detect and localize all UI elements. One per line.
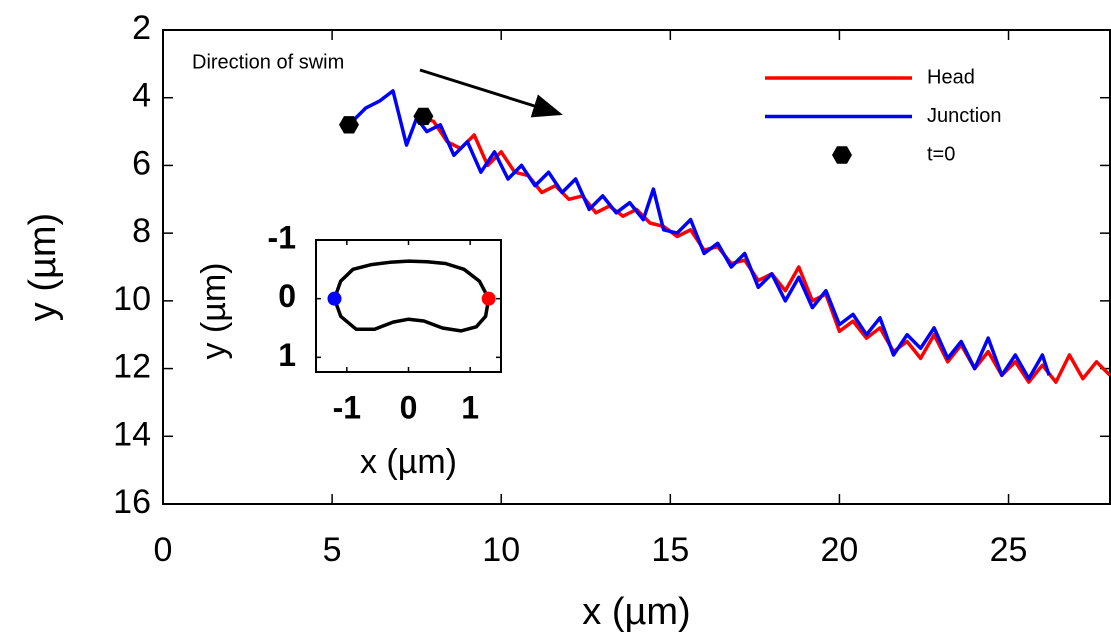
x-tick-label: 15 (651, 531, 689, 569)
x-tick-label: 0 (400, 389, 418, 425)
y-tick-label: 10 (113, 280, 151, 318)
y-tick-label: 12 (113, 348, 151, 386)
x-tick-label: 25 (990, 531, 1028, 569)
legend-label: Head (927, 66, 975, 88)
x-tick-label: 1 (461, 389, 479, 425)
y-tick-label: 2 (132, 9, 151, 47)
end-marker (481, 291, 496, 306)
annotation-arrow (419, 68, 563, 118)
x-axis-label: x (µm) (360, 443, 457, 481)
y-tick-label: -1 (268, 219, 296, 255)
axes-box (162, 29, 1111, 505)
legend-label: t=0 (927, 143, 955, 165)
legend-marker (832, 146, 852, 164)
end-marker (327, 291, 342, 306)
trajectory-line (422, 116, 1111, 384)
trajectory-line (351, 89, 1051, 381)
x-tick-label: 20 (821, 531, 859, 569)
y-axis-label: y (µm) (22, 213, 64, 321)
y-tick-label: 14 (113, 415, 151, 453)
start-marker (413, 107, 434, 125)
y-tick-label: 6 (132, 144, 151, 182)
x-axis-label: x (µm) (582, 591, 690, 633)
y-tick-label: 1 (278, 337, 296, 373)
x-tick-label: -1 (333, 389, 361, 425)
cell-outline (332, 259, 491, 333)
y-tick-label: 0 (278, 278, 296, 314)
y-tick-label: 8 (132, 212, 151, 250)
legend-label: Junction (927, 105, 1002, 127)
y-tick-label: 4 (132, 77, 151, 115)
start-marker (339, 116, 359, 134)
annotation: Direction of swim (192, 51, 344, 73)
y-tick-label: 16 (113, 483, 151, 521)
y-axis-label: y (µm) (195, 262, 233, 359)
x-tick-label: 10 (482, 531, 520, 569)
x-tick-label: 0 (154, 531, 173, 569)
x-tick-label: 5 (323, 531, 342, 569)
